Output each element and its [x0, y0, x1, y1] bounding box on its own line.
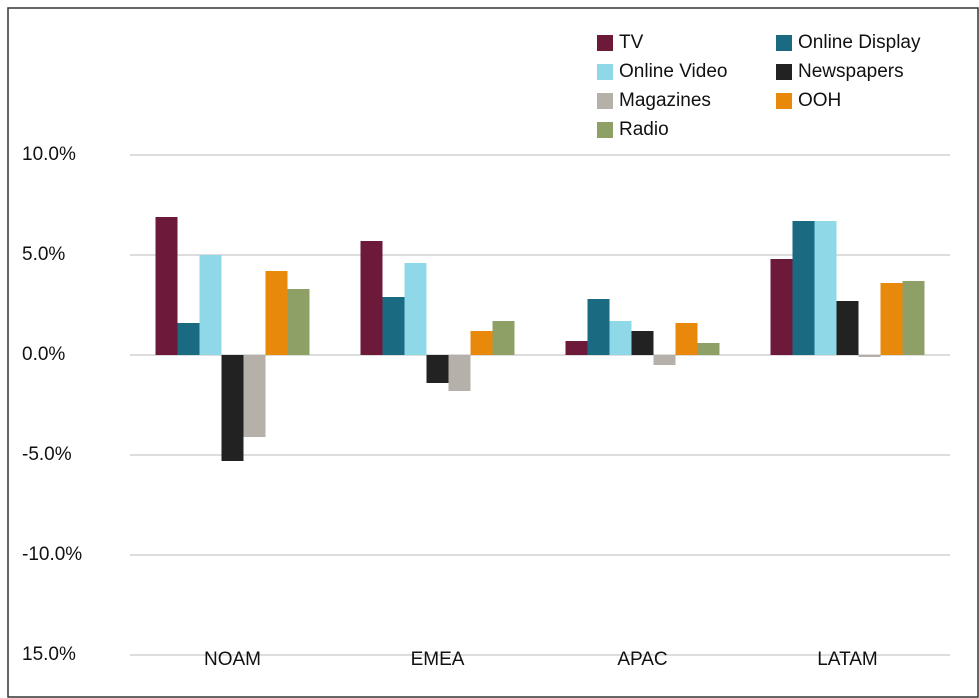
bar: [858, 355, 881, 357]
x-tick-label: LATAM: [817, 649, 878, 670]
bar: [287, 289, 310, 355]
legend-swatch: [597, 64, 613, 80]
bar: [880, 283, 903, 355]
y-tick-label: 5.0%: [22, 244, 65, 265]
bar: [199, 255, 222, 355]
bar: [404, 263, 427, 355]
legend-label: Online Video: [619, 61, 727, 82]
bar: [448, 355, 471, 391]
bar: [382, 297, 405, 355]
legend-label: Newspapers: [798, 61, 904, 82]
y-tick-label: 15.0%: [22, 644, 76, 665]
bar: [565, 341, 588, 355]
legend-label: Online Display: [798, 32, 921, 53]
legend-swatch: [597, 93, 613, 109]
legend-label: OOH: [798, 90, 841, 111]
x-tick-label: NOAM: [204, 649, 261, 670]
x-tick-label: EMEA: [411, 649, 465, 670]
bar: [492, 321, 515, 355]
bar: [221, 355, 244, 461]
bar: [470, 331, 493, 355]
legend-label: TV: [619, 32, 644, 53]
bar: [697, 343, 720, 355]
bar: [155, 217, 178, 355]
legend-swatch: [776, 35, 792, 51]
y-tick-label: -10.0%: [22, 544, 82, 565]
legend-swatch: [597, 122, 613, 138]
bar: [675, 323, 698, 355]
bar: [631, 331, 654, 355]
y-tick-label: 0.0%: [22, 344, 65, 365]
bar: [792, 221, 815, 355]
bar: [360, 241, 383, 355]
legend-label: Radio: [619, 119, 669, 140]
bar: [243, 355, 266, 437]
bar: [265, 271, 288, 355]
bar: [836, 301, 859, 355]
bar: [814, 221, 837, 355]
y-tick-label: -5.0%: [22, 444, 72, 465]
x-tick-label: APAC: [617, 649, 667, 670]
bar: [770, 259, 793, 355]
bar: [609, 321, 632, 355]
legend-swatch: [776, 64, 792, 80]
bar: [902, 281, 925, 355]
y-tick-label: 10.0%: [22, 144, 76, 165]
bar: [653, 355, 676, 365]
legend-label: Magazines: [619, 90, 711, 111]
bar: [587, 299, 610, 355]
legend-swatch: [776, 93, 792, 109]
bar: [426, 355, 449, 383]
legend-swatch: [597, 35, 613, 51]
bar: [177, 323, 200, 355]
